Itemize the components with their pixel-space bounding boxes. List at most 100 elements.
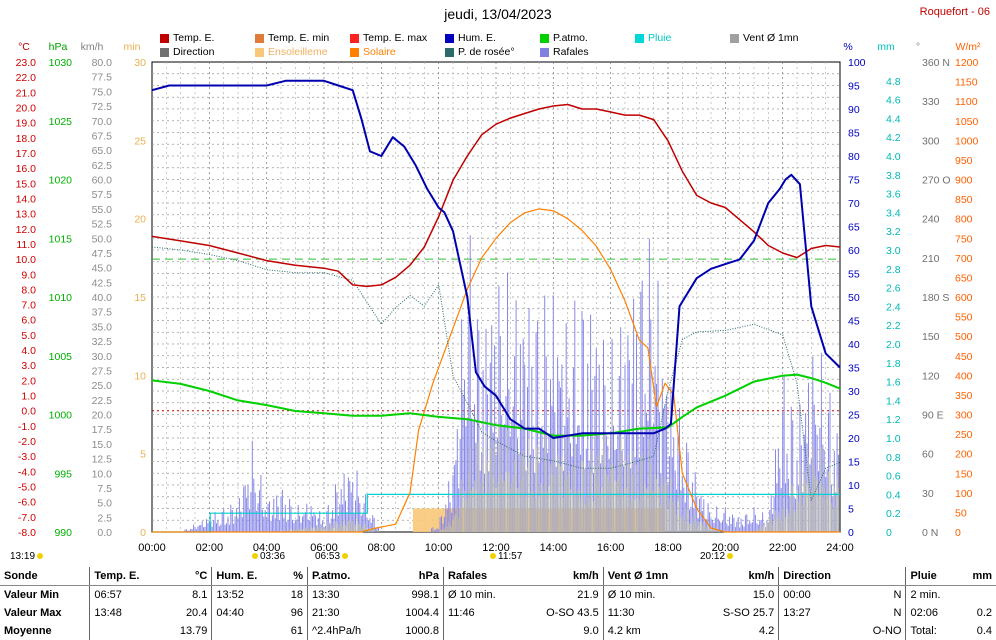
time-tick-label: 20:00: [712, 542, 740, 554]
humidity-tick-label: 50: [848, 292, 860, 304]
direction-tick-label: 150: [922, 331, 940, 343]
legend-item: Ensoleilleme: [255, 46, 328, 58]
temp-tick-label: 1.0: [21, 391, 36, 403]
solar-tick-label: 950: [955, 155, 973, 167]
day-length: 13:19: [10, 551, 45, 562]
pressure-tick-label: 1025: [49, 116, 73, 128]
wind-tick-label: 10.0: [92, 468, 113, 480]
rain-tick-label: 1.4: [886, 395, 901, 407]
legend-swatch: [350, 33, 359, 43]
solar-tick-label: 750: [955, 233, 973, 245]
pressure-tick-label: 990: [54, 527, 72, 539]
cell: 13:27: [778, 604, 856, 622]
summary-header-cell: Vent Ø 1mn: [602, 567, 698, 586]
temp-tick-label: 15.0: [16, 178, 37, 190]
humidity-tick-label: 70: [848, 198, 860, 210]
rain-tick-label: 1.2: [886, 414, 901, 426]
solar-tick-label: 1100: [955, 96, 978, 108]
cell: 0.2: [976, 607, 992, 619]
solar-tick-label: 600: [955, 292, 973, 304]
minutes-tick-label: 15: [134, 292, 146, 304]
humidity-tick-label: 65: [848, 222, 860, 234]
legend-swatch: [540, 47, 549, 57]
solar-tick-label: 500: [955, 331, 973, 343]
summary-header-cell: Sonde: [0, 567, 90, 586]
legend-item: Temp. E. min: [255, 32, 329, 44]
wind-tick-label: 80.0: [92, 57, 113, 69]
dewpoint-series: [151, 246, 841, 501]
temp-tick-label: 14.0: [16, 193, 37, 205]
temp-tick-label: 22.0: [16, 72, 37, 84]
sun-mark-4: 20:12: [700, 551, 735, 562]
wind-tick-label: 75.0: [92, 86, 113, 98]
cell: 9.0: [583, 625, 599, 637]
cell: 2 min.: [905, 585, 959, 604]
humidity-tick-label: 40: [848, 339, 860, 351]
direction-tick-label: 270 O: [922, 175, 951, 187]
solar-tick-label: 1150: [955, 77, 978, 89]
wind-tick-label: 52.5: [92, 219, 113, 231]
legend-swatch: [635, 33, 644, 43]
sun-mark-3: 11:57: [488, 551, 522, 562]
wind-tick-label: 30.0: [92, 351, 113, 363]
temp-tick-label: 2.0: [21, 375, 36, 387]
solar-tick-label: 900: [955, 175, 973, 187]
humidity-tick-label: 35: [848, 363, 860, 375]
solar-tick-label: 400: [955, 370, 973, 382]
cell: 998.1: [411, 589, 439, 601]
humidity-tick-label: 30: [848, 386, 860, 398]
rain-tick-label: 3.2: [886, 226, 901, 238]
temp-tick-label: 16.0: [16, 163, 37, 175]
temp-tick-label: 17.0: [16, 148, 37, 160]
pressure-tick-label: 1030: [49, 57, 73, 69]
minutes-tick-label: 20: [134, 214, 146, 226]
gusts-series: [184, 235, 840, 532]
temp-tick-label: 11.0: [16, 239, 36, 251]
cell: O-SO 43.5: [546, 607, 599, 619]
wind-tick-label: 77.5: [92, 72, 113, 84]
humidity-tick-label: 75: [848, 175, 860, 187]
legend-label: Temp. E. max: [363, 32, 428, 44]
wind-tick-label: 45.0: [92, 263, 113, 275]
axis-unit-label: °: [916, 41, 920, 53]
minutes-tick-label: 5: [140, 449, 146, 461]
rain-tick-label: 3.0: [886, 245, 901, 257]
legend-item: P.atmo.: [540, 32, 588, 44]
wind-tick-label: 57.5: [92, 189, 113, 201]
humidity-tick-label: 45: [848, 316, 860, 328]
wind-tick-label: 20.0: [92, 410, 113, 422]
direction-tick-label: 360 N: [922, 57, 950, 69]
humidity-tick-label: 90: [848, 104, 860, 116]
wind-tick-label: 70.0: [92, 116, 113, 128]
rain-tick-label: 2.8: [886, 264, 901, 276]
legend-swatch: [445, 47, 454, 57]
temp-tick-label: -1.0: [18, 421, 36, 433]
cell: 02:06: [905, 604, 959, 622]
chart-title: jeudi, 13/04/2023: [444, 6, 552, 22]
axis-unit-label: km/h: [81, 41, 104, 53]
solar-tick-label: 250: [955, 429, 973, 441]
wind-tick-label: 22.5: [92, 395, 113, 407]
minutes-tick-label: 0: [140, 527, 146, 539]
rain-tick-label: 2.4: [886, 301, 901, 313]
cell: 13:30: [306, 585, 387, 604]
cell: 20.4: [185, 607, 208, 619]
humidity-tick-label: 85: [848, 128, 860, 140]
humidity-tick-label: 25: [848, 410, 860, 422]
time-tick-label: 08:00: [368, 542, 396, 554]
cell: 1000.8: [405, 625, 439, 637]
direction-tick-label: 90 E: [922, 410, 944, 422]
summary-table: Sonde Temp. E. °C Hum. E. % P.atmo. hPa …: [0, 567, 996, 640]
time-tick-label: 04:00: [253, 542, 281, 554]
cell: 8.1: [192, 589, 208, 601]
temp-tick-label: 21.0: [16, 87, 37, 99]
rain-tick-label: 4.2: [886, 132, 901, 144]
summary-header-cell: P.atmo.: [306, 567, 387, 586]
cell: 4.2: [758, 625, 775, 637]
legend-item: Direction: [160, 46, 214, 58]
wind-tick-label: 60.0: [92, 175, 113, 187]
time-tick-label: 06:00: [310, 542, 338, 554]
legend-swatch: [160, 33, 169, 43]
cell: 18: [290, 589, 303, 601]
cell: 06:57: [89, 585, 163, 604]
